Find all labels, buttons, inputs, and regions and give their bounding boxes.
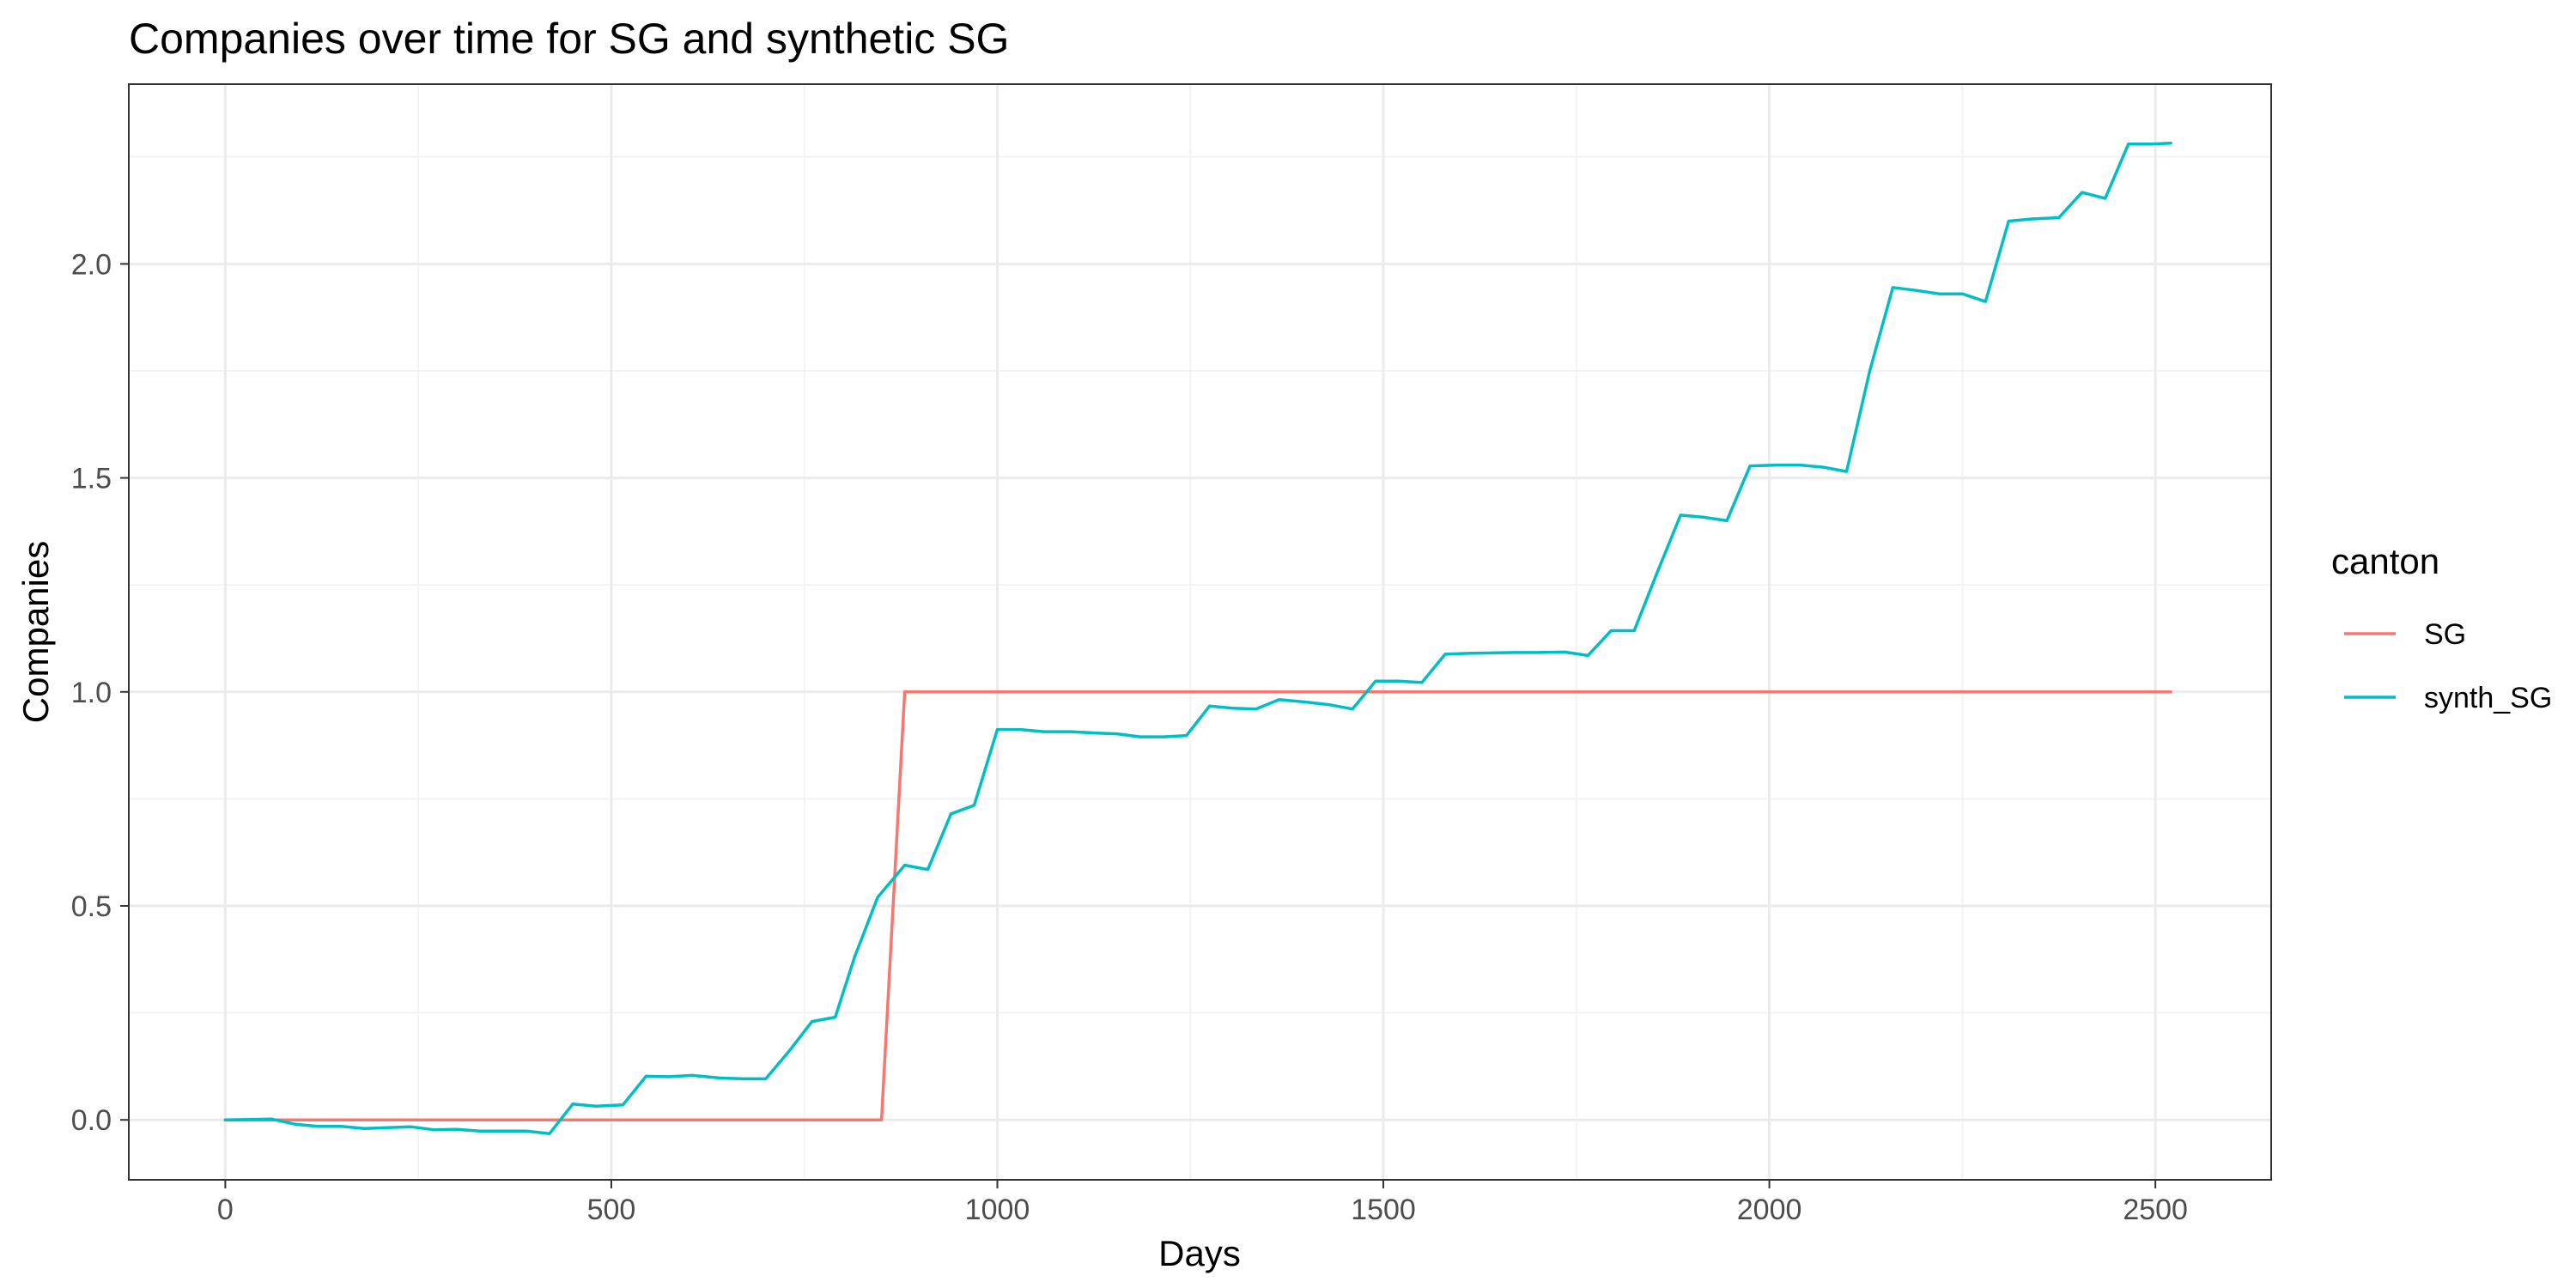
series-line-synth-sg [223,142,2172,1135]
y-tick-label: 0.0 [71,1104,112,1137]
plot-panel-border [128,83,2272,1181]
y-tick-label: 2.0 [71,248,112,281]
y-tick-label: 1.5 [71,463,112,495]
legend-label-sg: SG [2424,618,2466,651]
x-tick-label: 1000 [965,1194,1030,1226]
x-tick-label: 1500 [1351,1194,1416,1226]
legend-title: canton [2331,541,2439,581]
series-line-sg [223,690,2172,1121]
legend-label-synth-sg: synth_SG [2424,682,2552,714]
axis-ticks: 0 500 1000 1500 2000 2500 0.0 0.5 1.0 1.5 2.0 [71,248,2188,1226]
plot-series [223,142,2172,1135]
x-tick-label: 0 [217,1194,234,1226]
y-tick-label: 0.5 [71,890,112,923]
y-axis-title: Companies [15,541,56,723]
chart-title: Companies over time for SG and synthetic… [129,15,1009,63]
x-tick-label: 2500 [2123,1194,2188,1226]
x-axis-title: Days [1158,1233,1241,1273]
x-tick-label: 500 [587,1194,636,1226]
legend: canton SG synth_SG [2331,541,2552,714]
y-tick-label: 1.0 [71,677,112,709]
x-tick-label: 2000 [1737,1194,1802,1226]
grid [129,84,2271,1180]
